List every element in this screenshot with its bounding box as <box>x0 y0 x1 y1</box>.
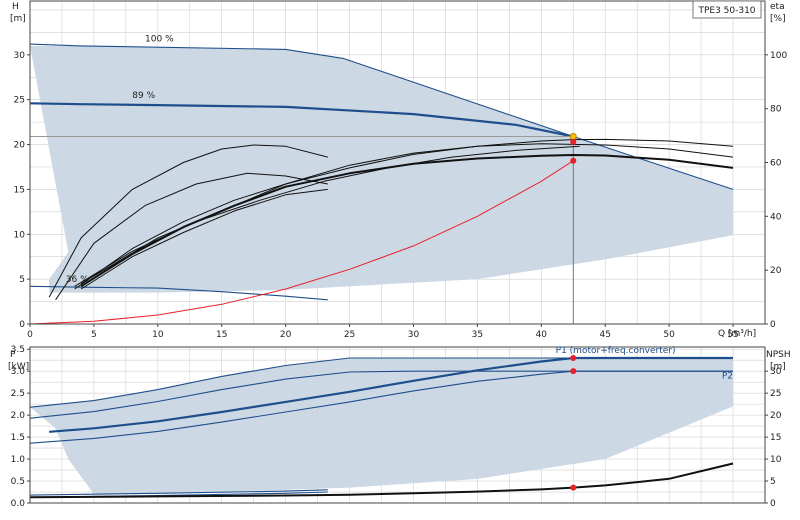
curve-36 <box>29 285 328 301</box>
operating-point <box>570 157 577 164</box>
operating-point <box>569 132 577 140</box>
right-axis-tick-label: 20 <box>770 411 782 421</box>
bottom-npsh-label: NPSH <box>766 350 791 360</box>
x-tick-label: 50 <box>663 330 675 340</box>
right-axis-tick-label: 60 <box>770 159 782 169</box>
chart-title: TPE3 50-310 <box>697 6 755 16</box>
y-tick-label: 20 <box>14 141 26 151</box>
x-tick-label: 45 <box>599 330 610 340</box>
right-axis-tick-label: 0 <box>770 499 776 509</box>
head-efficiency-panel: 0 5 10 15 20 25 30 0 20 40 60 80 100 0 5 10 15 20 25 30 35 40… <box>14 0 787 340</box>
right-axis-tick-label: 0 <box>770 320 776 330</box>
y-tick-label: 0.5 <box>11 477 25 487</box>
y-tick-label: 3.0 <box>11 367 26 377</box>
curve-eta-5 <box>80 188 328 290</box>
curve-p2-band <box>29 370 733 419</box>
top-eta-label: eta <box>770 2 785 12</box>
curve-p1-duty <box>49 356 733 433</box>
curve-eta-1 <box>48 144 328 298</box>
right-axis-tick-label: 5 <box>770 477 776 487</box>
operating-point <box>570 368 577 375</box>
y-tick-label: 1.0 <box>11 455 26 465</box>
right-axis-tick-label: 30 <box>770 367 782 377</box>
power-npsh-panel: 0.0 0.5 1.0 1.5 2.0 2.5 3.0 3.5 0 5 10 15 20 25 30 P1 (… <box>11 345 782 509</box>
top-y-unit: [m] <box>10 14 26 24</box>
y-tick-label: 5 <box>19 275 25 285</box>
curve-label: 36 % <box>66 275 89 285</box>
title-box <box>692 0 762 19</box>
curve-p-36 <box>29 489 328 496</box>
series-label: P2 <box>722 372 733 382</box>
curve-label: 89 % <box>132 91 155 101</box>
curve-npsh <box>29 462 734 499</box>
curve-89 <box>29 102 574 138</box>
top-y-label: H <box>12 2 19 12</box>
right-axis-tick-label: 25 <box>770 389 781 399</box>
y-tick-label: 30 <box>14 51 26 61</box>
x-tick-label: 0 <box>27 330 33 340</box>
operating-range-band <box>30 357 734 495</box>
x-tick-label: 55 <box>727 330 738 340</box>
y-tick-label: 0.0 <box>11 499 26 509</box>
curve-eta-main <box>80 154 734 288</box>
x-tick-label: 30 <box>408 330 420 340</box>
plot-frame <box>29 346 766 504</box>
y-tick-label: 2.5 <box>11 389 25 399</box>
right-axis-tick-label: 100 <box>770 51 787 61</box>
y-tick-label: 3.5 <box>11 345 25 355</box>
curve-eta-2 <box>55 172 328 301</box>
x-tick-label: 25 <box>344 330 355 340</box>
y-tick-label: 0 <box>19 320 25 330</box>
x-tick-label: 15 <box>216 330 227 340</box>
operating-point <box>570 138 577 145</box>
x-tick-label: 35 <box>472 330 483 340</box>
curve-eta-4 <box>74 145 580 287</box>
y-tick-label: 25 <box>14 96 25 106</box>
bottom-y-unit: [kW] <box>8 362 29 372</box>
x-tick-label: 5 <box>91 330 97 340</box>
curve-p2 <box>29 370 733 444</box>
right-axis-tick-label: 10 <box>770 455 782 465</box>
right-axis-tick-label: 15 <box>770 433 781 443</box>
y-tick-label: 15 <box>14 185 25 195</box>
operating-point <box>570 354 577 361</box>
top-eta-unit: [%] <box>770 14 786 24</box>
y-tick-label: 10 <box>14 230 26 240</box>
bottom-y-label: P <box>10 350 16 360</box>
bottom-npsh-unit: [m] <box>770 362 786 372</box>
series-label: P1 (motor+freq.converter) <box>556 346 676 356</box>
x-tick-label: 20 <box>280 330 292 340</box>
y-tick-label: 2.0 <box>11 411 26 421</box>
right-axis-tick-label: 40 <box>770 212 782 222</box>
right-axis-tick-label: 20 <box>770 266 782 276</box>
curve-system <box>29 160 574 325</box>
x-tick-label: 40 <box>536 330 548 340</box>
curve-label: 100 % <box>145 34 174 44</box>
y-tick-label: 1.5 <box>11 433 25 443</box>
curve-eta-3 <box>74 138 734 290</box>
right-axis-tick-label: 80 <box>770 105 782 115</box>
x-axis-label: Q [m³/h] <box>718 329 756 339</box>
curve-p1-motor-freq-converter- <box>29 357 733 408</box>
operating-point <box>570 484 577 491</box>
x-tick-label: 10 <box>152 330 164 340</box>
